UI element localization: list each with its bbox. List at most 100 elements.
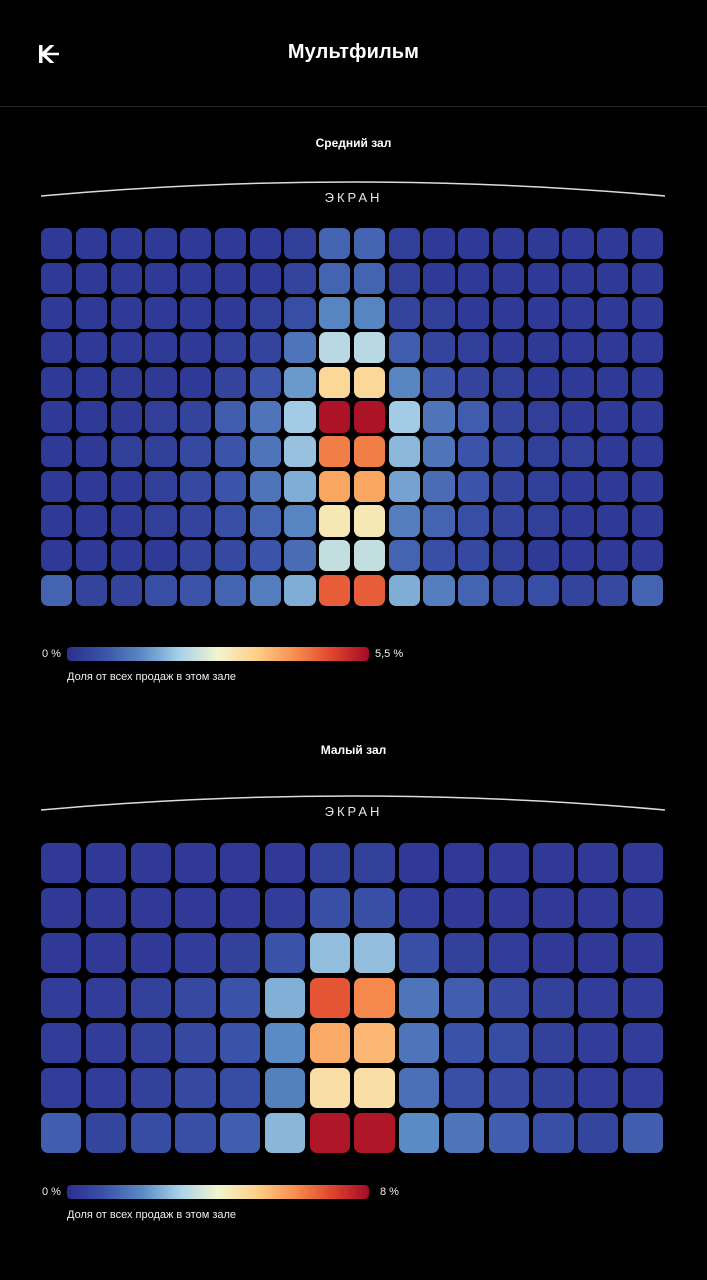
seat-cell (75, 540, 107, 572)
seat-cell (264, 1022, 305, 1064)
seat-cell (533, 1022, 574, 1064)
seat-cell (492, 262, 524, 294)
seat-cell (399, 887, 440, 929)
seat-cell (423, 505, 455, 537)
seat-cell (319, 332, 351, 364)
seat-cell (214, 436, 246, 468)
seat-cell (353, 262, 385, 294)
seat-cell (130, 932, 171, 974)
seat-cell (354, 843, 395, 884)
seat-cell (220, 977, 261, 1019)
seat-cell (214, 574, 246, 606)
seat-cell (110, 470, 142, 502)
seat-cell (284, 228, 316, 260)
seat-cell (41, 262, 73, 294)
seat-cell (492, 332, 524, 364)
seat-cell (597, 332, 629, 364)
seat-cell (214, 401, 246, 433)
seat-cell (214, 505, 246, 537)
seat-cell (492, 401, 524, 433)
seat-cell (443, 1112, 484, 1153)
seat-cell (110, 332, 142, 364)
legend-min-label: 0 % (42, 648, 61, 660)
seat-cell (75, 436, 107, 468)
legend-caption: Доля от всех продаж в этом зале (67, 1209, 237, 1221)
seat-cell (488, 932, 529, 974)
seat-cell (533, 843, 574, 884)
seat-cell (443, 1067, 484, 1109)
seat-cell (284, 332, 316, 364)
seat-cell (423, 228, 455, 260)
seat-cell (110, 297, 142, 329)
seat-cell (533, 932, 574, 974)
seat-cell (488, 1067, 529, 1109)
seat-cell (631, 505, 663, 537)
seat-cell (622, 1067, 663, 1109)
seat-cell (175, 843, 216, 884)
seat-cell (562, 401, 594, 433)
seat-cell (597, 228, 629, 260)
seat-cell (578, 1067, 619, 1109)
seat-cell (631, 401, 663, 433)
seat-cell (388, 228, 420, 260)
seat-cell (85, 932, 126, 974)
seat-cell (110, 262, 142, 294)
seat-cell (220, 932, 261, 974)
seat-cell (458, 297, 490, 329)
seat-cell (249, 505, 281, 537)
seat-cell (249, 332, 281, 364)
seat-cell (220, 1112, 261, 1153)
seat-cell (85, 843, 126, 884)
seat-cell (41, 401, 73, 433)
seat-cell (622, 843, 663, 884)
seat-cell (443, 1022, 484, 1064)
seat-cell (492, 505, 524, 537)
seat-cell (597, 297, 629, 329)
seat-cell (130, 843, 171, 884)
seat-cell (249, 297, 281, 329)
seat-cell (130, 1022, 171, 1064)
seat-cell (443, 843, 484, 884)
seat-cell (180, 470, 212, 502)
seat-cell (562, 297, 594, 329)
seat-cell (75, 401, 107, 433)
seat-cell (75, 332, 107, 364)
seat-cell (309, 843, 350, 884)
seat-cell (492, 297, 524, 329)
page-title: Мультфильм (287, 41, 420, 63)
seat-cell (284, 297, 316, 329)
seat-cell (631, 540, 663, 572)
seat-cell (622, 1022, 663, 1064)
legend-max-label: 8 % (380, 1186, 399, 1198)
seat-cell (41, 1112, 82, 1153)
seat-cell (249, 540, 281, 572)
seat-cell (214, 228, 246, 260)
seat-cell (527, 366, 559, 398)
seat-cell (388, 540, 420, 572)
legend-max-label: 5,5 % (375, 648, 404, 660)
hall-title: Малый зал (320, 743, 387, 757)
seat-cell (319, 401, 351, 433)
legend-min-label: 0 % (42, 1186, 61, 1198)
seat-cell (130, 887, 171, 929)
seat-cell (353, 574, 385, 606)
kinopoisk-logo-icon[interactable] (38, 44, 60, 64)
seat-cell (353, 297, 385, 329)
seat-cell (309, 1067, 350, 1109)
seat-cell (264, 1112, 305, 1153)
seat-cell (423, 540, 455, 572)
seat-cell (41, 297, 73, 329)
legend-color-bar (67, 647, 369, 661)
seat-cell (578, 1112, 619, 1153)
seat-cell (458, 228, 490, 260)
seat-cell (388, 366, 420, 398)
seat-cell (353, 366, 385, 398)
seat-cell (458, 540, 490, 572)
seat-cell (423, 401, 455, 433)
seat-cell (562, 366, 594, 398)
seat-cell (180, 366, 212, 398)
seat-cell (354, 1022, 395, 1064)
seat-cell (249, 262, 281, 294)
seat-cell (249, 470, 281, 502)
seat-cell (353, 505, 385, 537)
